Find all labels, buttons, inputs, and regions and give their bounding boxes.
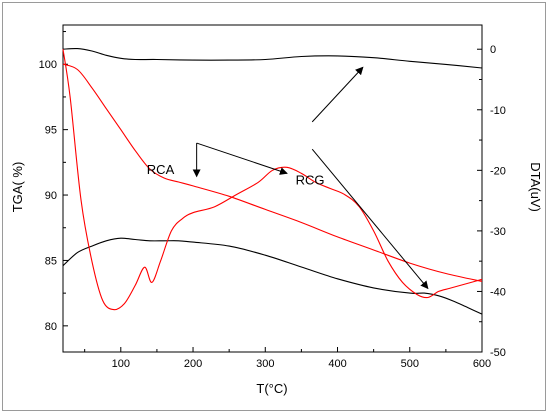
rcg-dta-line (62, 47, 483, 69)
plot-area (62, 24, 483, 353)
y-left-tick-label: 85 (45, 255, 57, 267)
y-right-tick-label: -10 (490, 105, 506, 117)
x-tick-label: 400 (328, 358, 346, 370)
rca-dta-line (62, 49, 483, 311)
figure-frame (2, 2, 546, 411)
y-left-tick-label: 90 (45, 190, 57, 202)
annotation-arrow (311, 148, 429, 290)
x-tick-label: 600 (473, 358, 491, 370)
y-left-tick-label: 100 (39, 59, 57, 71)
y-right-tick-label: -30 (490, 226, 506, 238)
y-axis-left-title: TGA( %) (10, 162, 25, 213)
annotation-label: RCA (147, 162, 175, 177)
y-right-tick-label: -20 (490, 165, 506, 177)
rcg-tga-line (62, 237, 483, 315)
rca-tga-line (62, 63, 483, 282)
x-tick-label: 100 (112, 358, 130, 370)
annotation-arrow (311, 66, 364, 123)
y-right-tick-label: -50 (490, 347, 506, 359)
annotation-label: RCG (296, 173, 325, 188)
x-tick-label: 200 (184, 358, 202, 370)
x-tick-label: 300 (256, 358, 274, 370)
y-left-tick-label: 95 (45, 125, 57, 137)
x-tick-label: 500 (401, 358, 419, 370)
y-left-tick-label: 80 (45, 321, 57, 333)
x-axis-title: T(°C) (256, 381, 287, 396)
annotation-arrow (196, 142, 288, 175)
y-right-tick-label: 0 (490, 44, 496, 56)
y-axis-right-title: DTA(uV) (528, 162, 543, 212)
y-right-tick-label: -40 (490, 286, 506, 298)
